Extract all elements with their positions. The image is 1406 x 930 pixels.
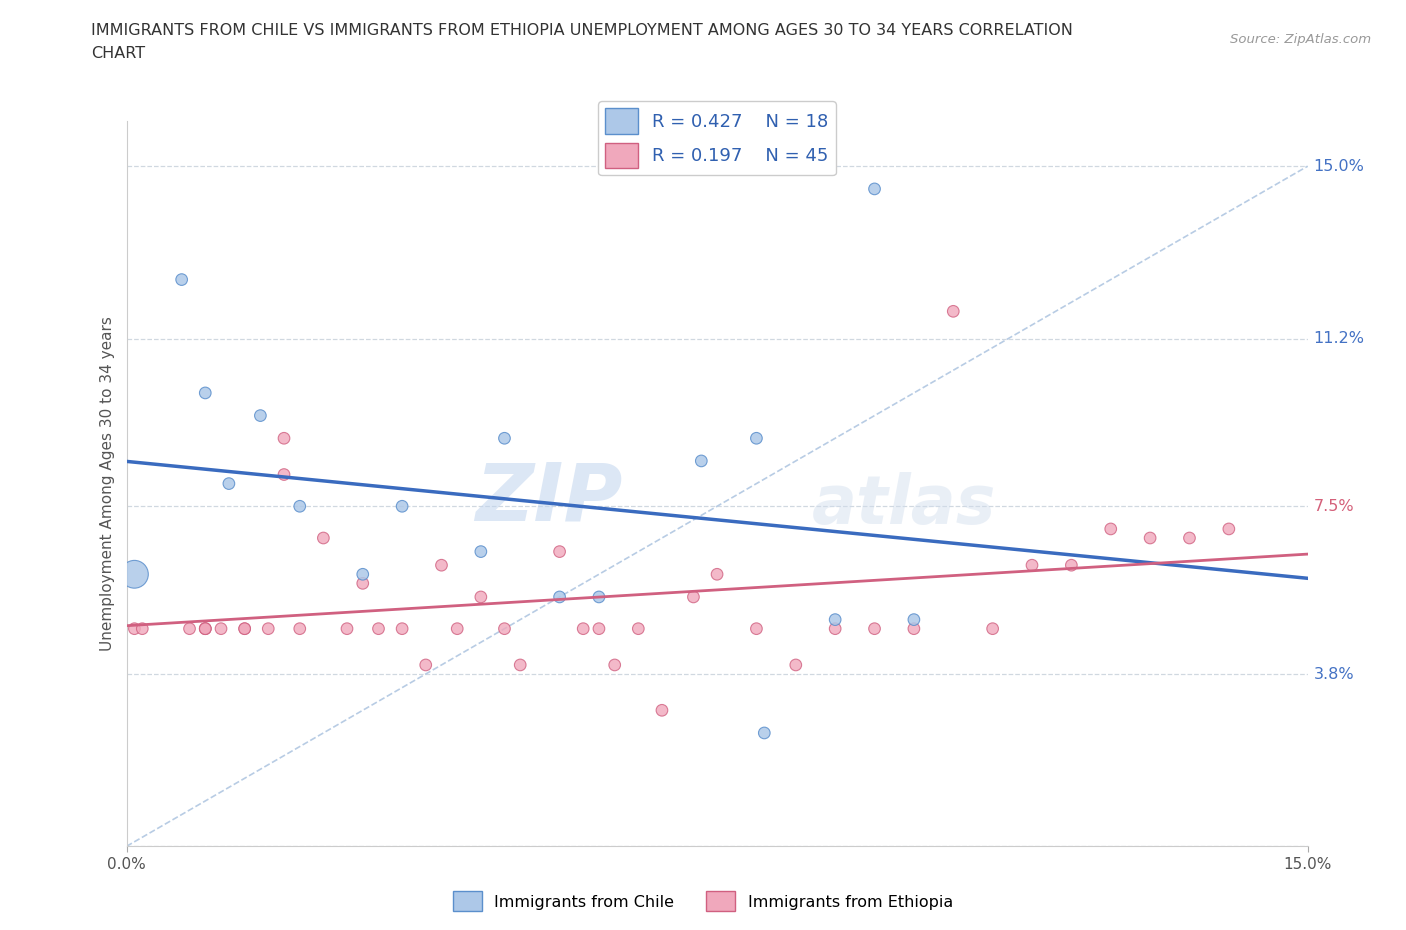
Point bbox=[785, 658, 807, 672]
Point bbox=[509, 658, 531, 672]
Point bbox=[352, 576, 374, 591]
Point bbox=[548, 544, 571, 559]
Point bbox=[942, 304, 965, 319]
Point bbox=[824, 621, 846, 636]
Point bbox=[209, 621, 232, 636]
Point bbox=[233, 621, 256, 636]
Point bbox=[273, 467, 295, 482]
Point bbox=[288, 621, 311, 636]
Point bbox=[682, 590, 704, 604]
Point bbox=[194, 621, 217, 636]
Point bbox=[367, 621, 389, 636]
Point bbox=[124, 567, 146, 582]
Point bbox=[257, 621, 280, 636]
Point bbox=[312, 530, 335, 545]
Text: ZIP: ZIP bbox=[475, 459, 623, 538]
Point bbox=[745, 621, 768, 636]
Point bbox=[588, 621, 610, 636]
Point bbox=[249, 408, 271, 423]
Point bbox=[194, 621, 217, 636]
Point bbox=[651, 703, 673, 718]
Point bbox=[745, 431, 768, 445]
Text: Source: ZipAtlas.com: Source: ZipAtlas.com bbox=[1230, 33, 1371, 46]
Point bbox=[572, 621, 595, 636]
Text: 15.0%: 15.0% bbox=[1313, 159, 1364, 174]
Point bbox=[690, 454, 713, 469]
Point bbox=[430, 558, 453, 573]
Point bbox=[446, 621, 468, 636]
Point bbox=[336, 621, 359, 636]
Point bbox=[194, 621, 217, 636]
Point bbox=[494, 621, 516, 636]
Point bbox=[170, 272, 193, 287]
Point bbox=[1139, 530, 1161, 545]
Point bbox=[218, 476, 240, 491]
Point bbox=[391, 621, 413, 636]
Point bbox=[824, 612, 846, 627]
Point bbox=[273, 431, 295, 445]
Point bbox=[1060, 558, 1083, 573]
Point bbox=[179, 621, 201, 636]
Point bbox=[1218, 522, 1240, 537]
Point bbox=[627, 621, 650, 636]
Point bbox=[288, 498, 311, 513]
Point bbox=[863, 621, 886, 636]
Point bbox=[754, 725, 776, 740]
Point bbox=[391, 498, 413, 513]
Point bbox=[352, 567, 374, 582]
Point bbox=[194, 386, 217, 401]
Legend: R = 0.427    N = 18, R = 0.197    N = 45: R = 0.427 N = 18, R = 0.197 N = 45 bbox=[598, 101, 837, 176]
Text: 3.8%: 3.8% bbox=[1313, 667, 1354, 682]
Point bbox=[1099, 522, 1122, 537]
Point bbox=[1178, 530, 1201, 545]
Text: CHART: CHART bbox=[91, 46, 145, 61]
Text: 7.5%: 7.5% bbox=[1313, 498, 1354, 513]
Text: IMMIGRANTS FROM CHILE VS IMMIGRANTS FROM ETHIOPIA UNEMPLOYMENT AMONG AGES 30 TO : IMMIGRANTS FROM CHILE VS IMMIGRANTS FROM… bbox=[91, 23, 1073, 38]
Point bbox=[863, 181, 886, 196]
Point bbox=[124, 621, 146, 636]
Point bbox=[548, 590, 571, 604]
Point bbox=[233, 621, 256, 636]
Text: atlas: atlas bbox=[811, 472, 995, 538]
Legend: Immigrants from Chile, Immigrants from Ethiopia: Immigrants from Chile, Immigrants from E… bbox=[447, 885, 959, 917]
Text: 11.2%: 11.2% bbox=[1313, 331, 1364, 346]
Point bbox=[603, 658, 626, 672]
Point bbox=[1021, 558, 1043, 573]
Point bbox=[470, 590, 492, 604]
Point bbox=[415, 658, 437, 672]
Point bbox=[588, 590, 610, 604]
Point bbox=[981, 621, 1004, 636]
Y-axis label: Unemployment Among Ages 30 to 34 years: Unemployment Among Ages 30 to 34 years bbox=[100, 316, 115, 651]
Point bbox=[903, 612, 925, 627]
Point bbox=[131, 621, 153, 636]
Point bbox=[494, 431, 516, 445]
Point bbox=[903, 621, 925, 636]
Point bbox=[470, 544, 492, 559]
Point bbox=[706, 567, 728, 582]
